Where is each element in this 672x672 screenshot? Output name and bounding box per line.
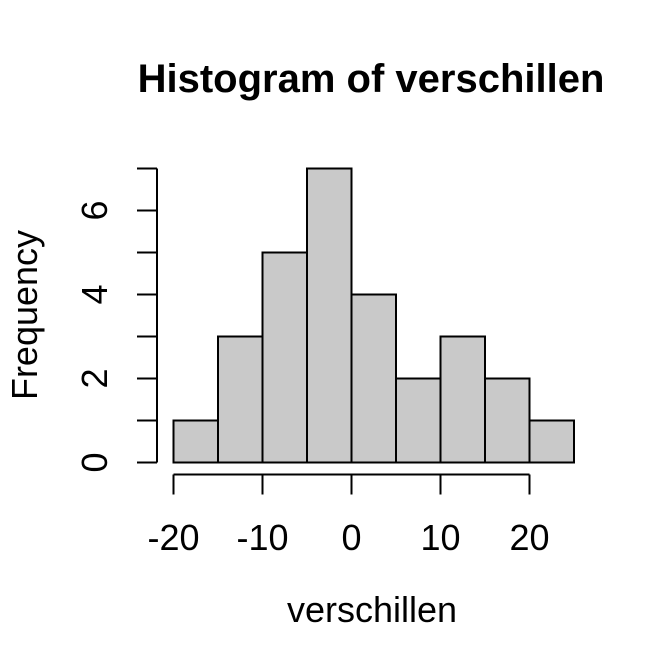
x-axis-label: verschillen <box>287 589 457 630</box>
y-tick-label: 4 <box>74 284 115 304</box>
y-tick-label: 2 <box>74 368 115 388</box>
histogram-bar <box>261 251 308 464</box>
x-axis: -20 -10 0 10 20 <box>147 473 550 558</box>
y-axis: 0 2 4 6 <box>74 167 158 473</box>
x-tick-label: -10 <box>236 517 288 558</box>
bars-group <box>172 167 575 464</box>
x-tick-label: 20 <box>509 517 549 558</box>
histogram-bar <box>172 419 219 464</box>
y-axis-label: Frequency <box>4 230 45 400</box>
histogram-bar <box>306 167 353 464</box>
histogram-bar <box>439 335 486 464</box>
x-tick-label: -20 <box>147 517 199 558</box>
histogram-bar <box>395 377 442 464</box>
chart-title: Histogram of verschillen <box>138 57 605 101</box>
histogram-bar <box>217 335 264 464</box>
histogram-bar <box>350 293 397 464</box>
y-tick-label: 6 <box>74 200 115 220</box>
histogram-bar <box>528 419 575 464</box>
y-tick-label: 0 <box>74 452 115 472</box>
x-tick-label: 10 <box>420 517 460 558</box>
x-tick-label: 0 <box>341 517 361 558</box>
histogram-bar <box>484 377 531 464</box>
